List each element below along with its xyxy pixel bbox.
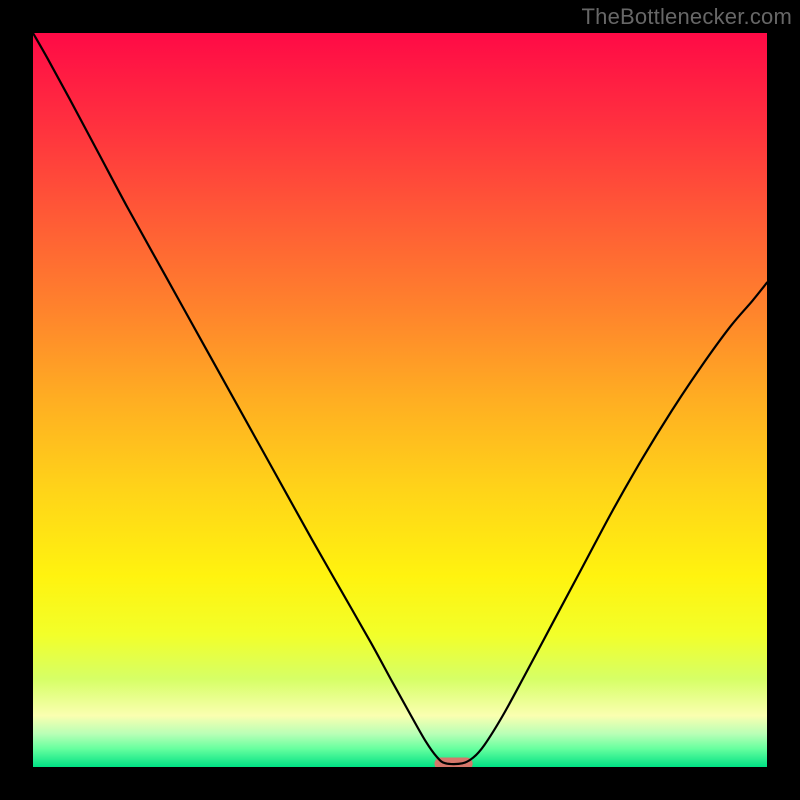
- chart-svg: [0, 0, 800, 800]
- bottleneck-chart: TheBottlenecker.com: [0, 0, 800, 800]
- frame-right: [767, 0, 800, 800]
- frame-left: [0, 0, 33, 800]
- plot-background: [33, 33, 767, 767]
- watermark-label: TheBottlenecker.com: [582, 4, 792, 30]
- frame-bottom: [0, 767, 800, 800]
